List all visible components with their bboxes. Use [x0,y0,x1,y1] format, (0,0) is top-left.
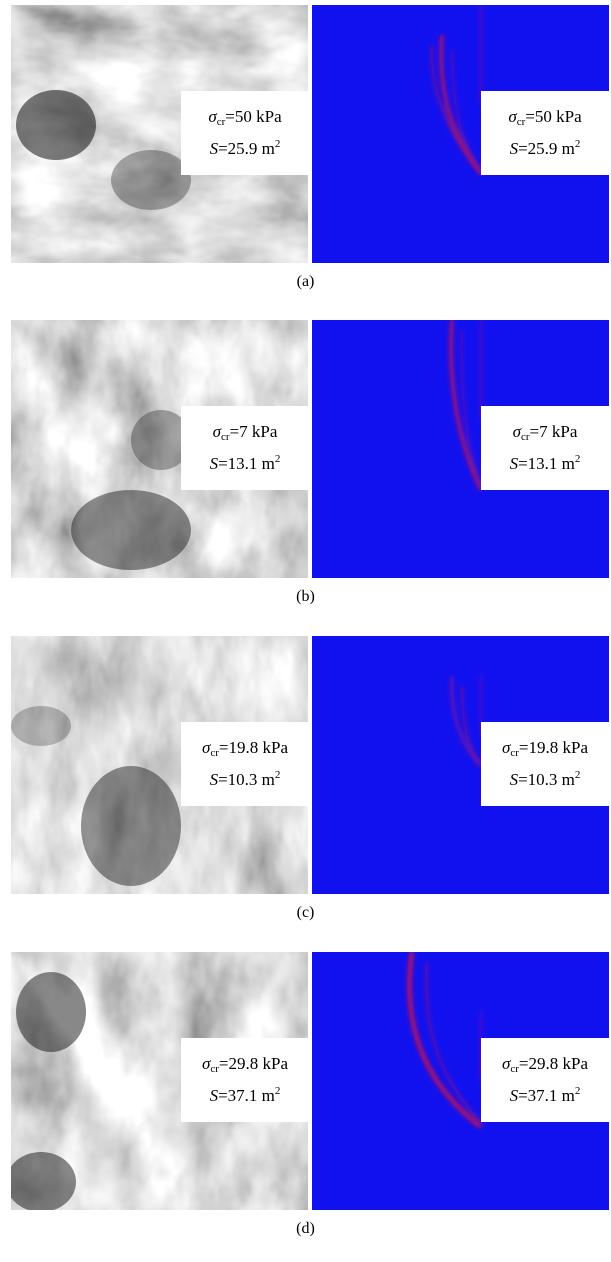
sigma-symbol: σ [508,107,517,126]
area-symbol: S [209,770,219,789]
sigma-value: =19.8 kPa [218,738,289,757]
random-field-image: σcr=7 kPa S=13.1 m2 [11,320,308,578]
area-exponent: 2 [274,138,281,150]
area-symbol: S [509,454,519,473]
sigma-value: =7 kPa [529,422,578,441]
sigma-value: =7 kPa [229,422,278,441]
sigma-symbol: σ [501,1054,511,1073]
area-exponent: 2 [574,453,581,465]
label-box: σcr=19.8 kPa S=10.3 m2 [181,722,308,806]
failure-mechanism-image: σcr=7 kPa S=13.1 m2 [312,320,609,578]
sigma-value: =19.8 kPa [518,738,589,757]
area-symbol: S [509,139,519,158]
label-box: σcr=50 kPa S=25.9 m2 [481,91,609,175]
area-value: =37.1 m [518,1086,575,1105]
random-field-image: σcr=50 kPa S=25.9 m2 [11,5,308,263]
sigma-value: =50 kPa [525,107,582,126]
sigma-value: =29.8 kPa [518,1054,589,1073]
failure-mechanism-image: σcr=19.8 kPa S=10.3 m2 [312,636,609,894]
area-value: =10.3 m [518,770,575,789]
label-box: σcr=19.8 kPa S=10.3 m2 [481,722,609,806]
area-exponent: 2 [274,453,281,465]
sigma-subscript: cr [510,747,519,759]
area-value: =13.1 m [218,454,275,473]
area-exponent: 2 [574,1085,581,1097]
label-box: σcr=7 kPa S=13.1 m2 [181,406,308,490]
label-box: σcr=7 kPa S=13.1 m2 [481,406,609,490]
panel-c: σcr=19.8 kPa S=10.3 m2 σcr=19.8 kPa S=10… [0,636,611,946]
sigma-subscript: cr [510,1063,519,1075]
sigma-symbol: σ [512,422,521,441]
panel-caption: (c) [296,904,315,921]
sigma-symbol: σ [208,107,217,126]
sigma-subscript: cr [516,116,526,128]
sigma-subscript: cr [210,747,219,759]
area-symbol: S [209,1086,219,1105]
label-box: σcr=29.8 kPa S=37.1 m2 [181,1038,308,1122]
sigma-symbol: σ [501,738,511,757]
area-symbol: S [509,770,519,789]
sigma-symbol: σ [212,422,221,441]
panel-caption: (b) [296,588,315,605]
sigma-value: =50 kPa [225,107,282,126]
area-value: =25.9 m [218,139,275,158]
area-value: =37.1 m [218,1086,275,1105]
area-exponent: 2 [574,138,581,150]
panel-d: σcr=29.8 kPa S=37.1 m2 σcr=29.8 kPa S=37… [0,952,611,1262]
label-box: σcr=29.8 kPa S=37.1 m2 [481,1038,609,1122]
area-symbol: S [209,454,219,473]
failure-mechanism-image: σcr=29.8 kPa S=37.1 m2 [312,952,609,1210]
panel-b: σcr=7 kPa S=13.1 m2 σcr=7 kPa S=13.1 m2 … [0,320,611,630]
sigma-subscript: cr [221,431,230,443]
sigma-value: =29.8 kPa [218,1054,289,1073]
label-box: σcr=50 kPa S=25.9 m2 [181,91,308,175]
random-field-image: σcr=19.8 kPa S=10.3 m2 [11,636,308,894]
sigma-subscript: cr [521,431,530,443]
area-exponent: 2 [274,1085,281,1097]
area-value: =10.3 m [218,770,275,789]
area-value: =25.9 m [518,139,575,158]
area-symbol: S [509,1086,519,1105]
panel-a: σcr=50 kPa S=25.9 m2 σcr=50 kPa S=25.9 m… [0,5,611,315]
random-field-image: σcr=29.8 kPa S=37.1 m2 [11,952,308,1210]
sigma-subscript: cr [210,1063,219,1075]
area-value: =13.1 m [518,454,575,473]
failure-mechanism-image: σcr=50 kPa S=25.9 m2 [312,5,609,263]
sigma-symbol: σ [201,738,211,757]
panel-caption: (a) [296,273,315,290]
sigma-symbol: σ [201,1054,211,1073]
panel-caption: (d) [296,1220,315,1237]
area-exponent: 2 [274,769,281,781]
sigma-subscript: cr [216,116,226,128]
area-exponent: 2 [574,769,581,781]
area-symbol: S [209,139,219,158]
